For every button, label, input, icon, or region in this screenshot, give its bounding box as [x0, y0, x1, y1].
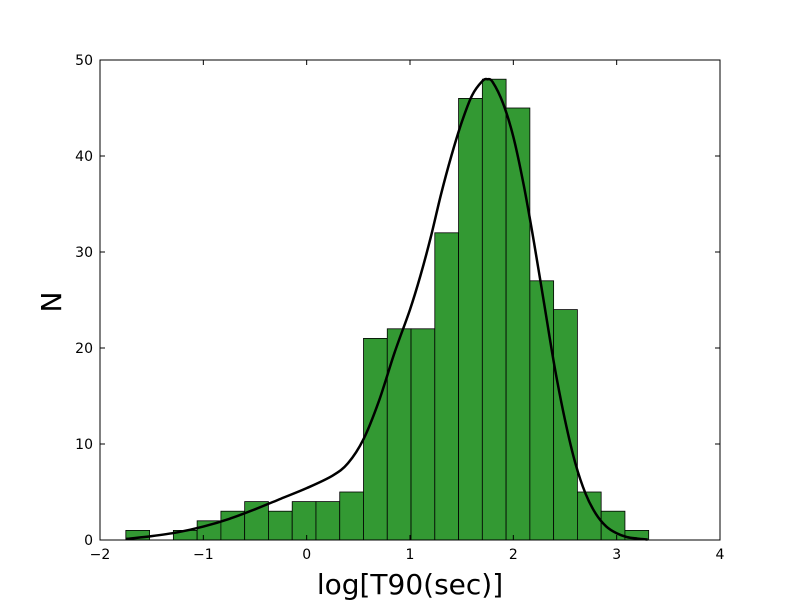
histogram-bar-10: [363, 337, 388, 541]
histogram-bar-15: [481, 78, 507, 541]
x-tick-label: 4: [716, 547, 725, 563]
y-tick-label: 20: [75, 341, 93, 357]
y-tick-label: 10: [75, 437, 93, 453]
y-tick-label: 50: [75, 53, 93, 69]
histogram-bar-16: [505, 107, 531, 541]
x-axis-label: log[T90(sec)]: [317, 568, 503, 600]
x-tick-label: 2: [509, 547, 518, 563]
histogram-bars: [125, 78, 650, 541]
y-tick-label: 0: [84, 533, 93, 549]
y-axis-ticks: 0 10 20 30 40 50: [75, 53, 720, 549]
x-axis-ticks: −2 −1 0 1 2 3 4: [90, 60, 725, 563]
histogram-bar-7: [291, 501, 317, 541]
histogram-bar-6: [268, 510, 293, 541]
histogram-bar-14: [458, 98, 483, 541]
histogram-bar-8: [315, 501, 341, 541]
y-tick-label: 40: [75, 149, 93, 165]
x-tick-label: −2: [90, 547, 111, 563]
x-tick-label: −1: [193, 547, 214, 563]
x-tick-label: 0: [302, 547, 311, 563]
y-tick-label: 30: [75, 245, 93, 261]
histogram-bar-12: [410, 328, 436, 541]
y-axis-label: N: [35, 292, 68, 313]
histogram-bar-17: [529, 280, 555, 541]
x-tick-label: 3: [612, 547, 621, 563]
x-tick-label: 1: [406, 547, 415, 563]
histogram-bar-9: [339, 491, 364, 541]
fit-curve: [125, 77, 648, 541]
histogram-bar-13: [434, 232, 459, 541]
